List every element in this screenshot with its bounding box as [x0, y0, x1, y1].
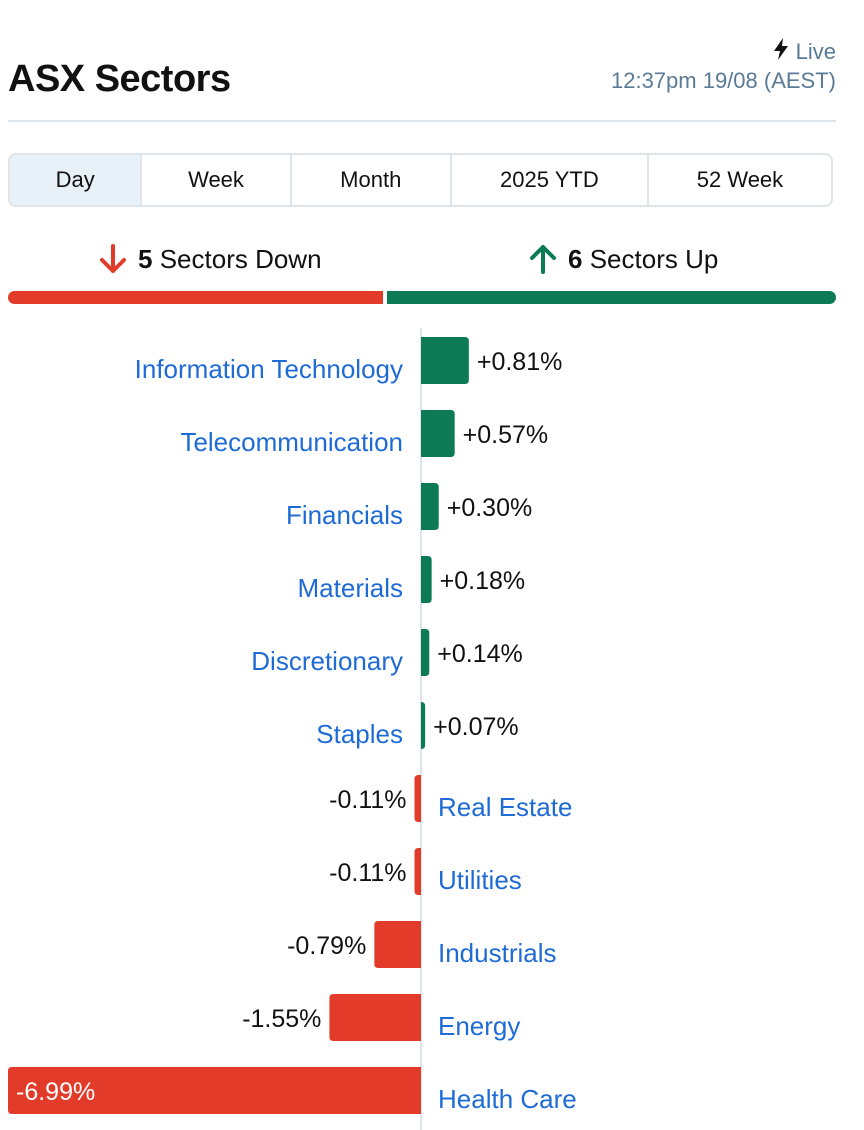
sectors-up-label: Sectors Up	[589, 243, 719, 274]
value-label-industrials: -0.79%	[287, 932, 366, 960]
category-label-energy[interactable]: Energy	[438, 1011, 520, 1041]
bar-discretionary	[421, 629, 430, 676]
tab-week[interactable]: Week	[142, 155, 292, 205]
period-tabs: Day Week Month 2025 YTD 52 Week	[8, 153, 833, 207]
value-label-financials: +0.30%	[447, 494, 533, 522]
category-label-telecommunication[interactable]: Telecommunication	[180, 427, 403, 457]
value-label-staples: +0.07%	[433, 713, 518, 741]
value-label-information-technology: +0.81%	[477, 348, 563, 376]
sectors-up-count: 6	[568, 243, 583, 274]
arrow-up-icon	[528, 242, 558, 276]
value-label-telecommunication: +0.57%	[463, 421, 549, 449]
bar-energy	[329, 994, 421, 1041]
live-indicator: Live	[772, 38, 836, 66]
bar-financials	[421, 483, 439, 530]
value-label-real-estate: -0.11%	[329, 786, 406, 814]
sectors-down-label: Sectors Down	[159, 243, 322, 274]
bar-telecommunication	[421, 410, 455, 457]
category-label-real-estate[interactable]: Real Estate	[438, 792, 572, 822]
category-label-staples[interactable]: Staples	[316, 719, 403, 749]
page-title: ASX Sectors	[8, 58, 231, 100]
category-label-information-technology[interactable]: Information Technology	[135, 354, 403, 384]
bar-real-estate	[414, 775, 421, 822]
sector-summary: 5 Sectors Down 6 Sectors Up	[8, 236, 836, 286]
value-label-materials: +0.18%	[440, 567, 526, 595]
category-label-health-care[interactable]: Health Care	[438, 1084, 577, 1114]
category-label-industrials[interactable]: Industrials	[438, 938, 557, 968]
value-label-discretionary: +0.14%	[437, 640, 523, 668]
bar-utilities	[414, 848, 421, 895]
value-label-health-care: -6.99%	[16, 1078, 95, 1106]
sectors-down-summary: 5 Sectors Down	[98, 242, 322, 276]
timestamp: 12:37pm 19/08 (AEST)	[610, 68, 836, 93]
lightning-bolt-icon	[772, 38, 790, 66]
tab-52-week[interactable]: 52 Week	[696, 167, 784, 192]
bar-health-care	[8, 1067, 421, 1114]
tab-2025-ytd[interactable]: 2025 YTD	[452, 155, 649, 205]
bar-materials	[421, 556, 432, 603]
value-label-energy: -1.55%	[242, 1005, 321, 1033]
sector-bar-chart: +0.81% Information Technology +0.57% Teleco…	[8, 328, 577, 1130]
value-label-utilities: -0.11%	[329, 859, 406, 887]
tab-day[interactable]: Day	[10, 155, 143, 205]
header: ASX Sectors Live 12:37pm 19/08 (AEST)	[8, 0, 836, 122]
sectors-down-count: 5	[138, 243, 153, 274]
sectors-up-summary: 6 Sectors Up	[528, 242, 718, 276]
arrow-down-icon	[98, 242, 128, 276]
ratio-bar-down	[8, 291, 383, 304]
live-label: Live	[795, 39, 836, 64]
bar-industrials	[374, 921, 421, 968]
category-label-materials[interactable]: Materials	[298, 573, 403, 603]
bar-staples	[421, 702, 426, 749]
bar-information-technology	[421, 337, 469, 384]
category-label-financials[interactable]: Financials	[286, 500, 403, 530]
ratio-bar-up	[387, 291, 836, 304]
category-label-discretionary[interactable]: Discretionary	[251, 646, 403, 676]
category-label-utilities[interactable]: Utilities	[438, 865, 522, 895]
tab-month[interactable]: Month	[292, 155, 452, 205]
sector-ratio-bar	[8, 291, 836, 304]
